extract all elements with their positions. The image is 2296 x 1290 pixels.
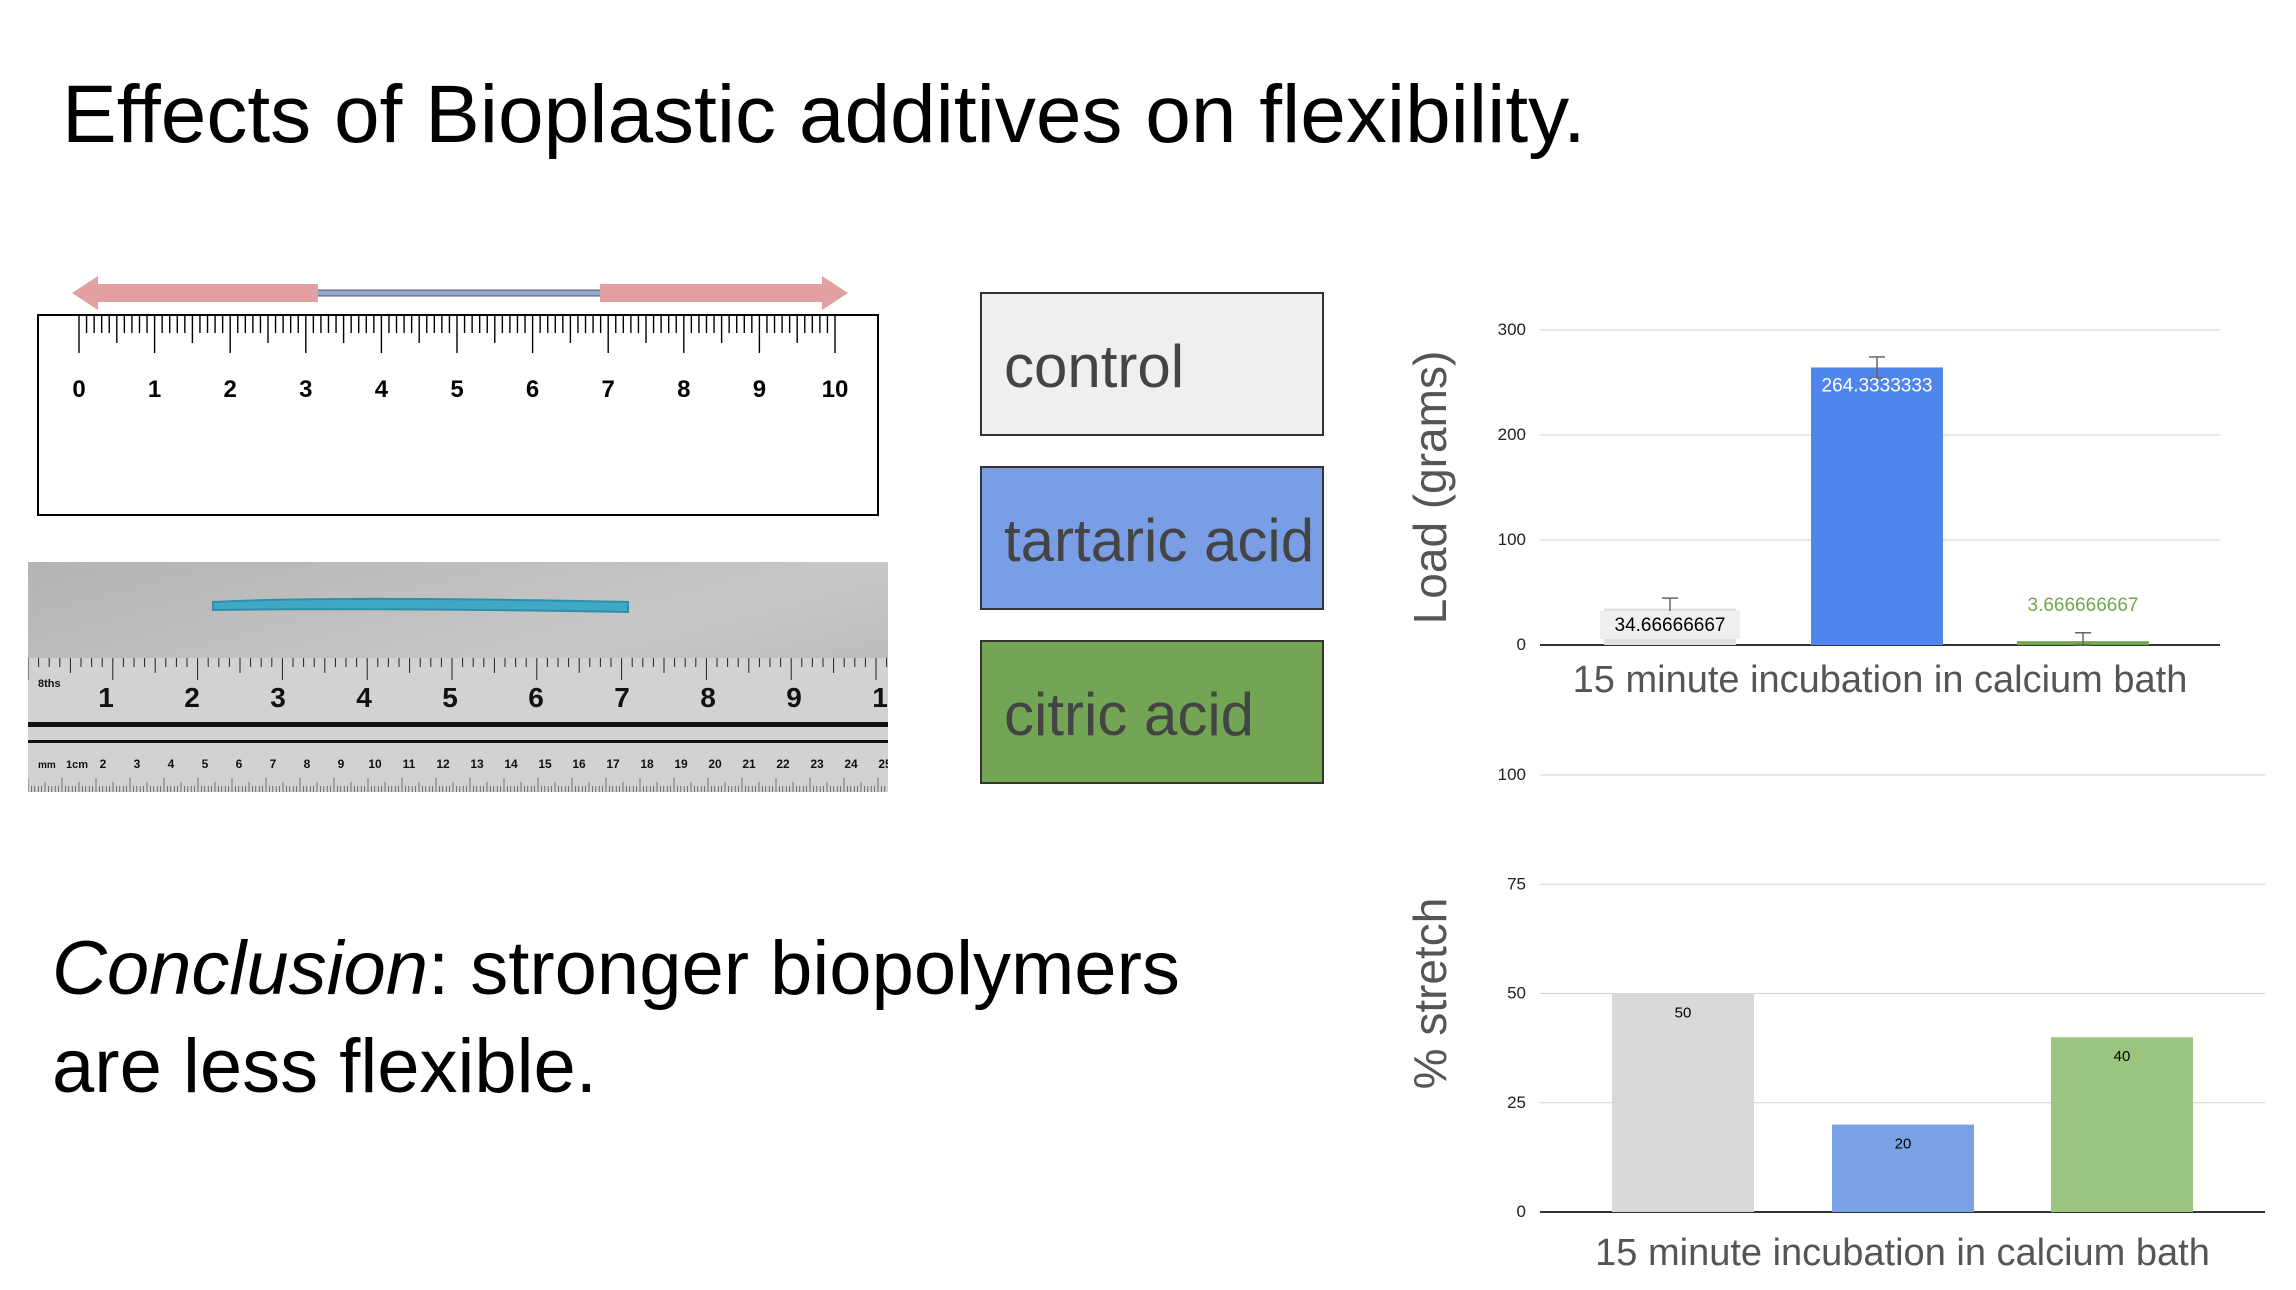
legend-control: control [980,292,1324,436]
photo-cm-label: 4 [168,757,175,771]
photo-cm-label: 3 [134,757,141,771]
bar [1612,993,1754,1212]
ruler-label: 8 [677,376,690,403]
legend-label-control: control [1004,333,1185,400]
y-tick-label: 50 [1507,984,1526,1003]
bar [1811,367,1943,645]
photo-cm-label: 22 [776,757,790,771]
legend-label-tartaric-acid: tartaric acid [1004,507,1315,574]
data-label: 40 [2114,1048,2131,1065]
photo-inch-label: 5 [442,682,458,713]
y-tick-label: 300 [1498,320,1526,339]
photo-inch-label: 6 [528,682,544,713]
ruler-label: 4 [375,376,389,403]
bioplastic-strip [212,597,629,614]
photo-cm-label: 6 [236,757,243,771]
photo-cm-label: 7 [270,757,277,771]
x-axis-label: 15 minute incubation in calcium bath [1595,1232,2210,1274]
photo-cm-label: 5 [202,757,209,771]
photo-inch-label: 8 [700,682,716,713]
photo-cm-label: 2 [100,757,107,771]
ruler-ticks [78,315,836,353]
y-tick-label: 75 [1507,874,1526,893]
cm-first-label: 1cm [66,759,88,771]
ruler-label: 1 [148,376,161,403]
photo-inch-label: 4 [356,682,372,713]
photo-cm-label: 9 [338,757,345,771]
stretch-bar-chart: 0 25 50 75 100 50 20 40 15 minute incubation in … [1404,765,2265,1274]
photo-cm-label: 16 [572,757,586,771]
y-axis-label: % stretch [1404,898,1456,1090]
y-tick-label: 0 [1517,1202,1526,1221]
ruler-label: 10 [822,376,849,403]
ruler-label: 5 [450,376,463,403]
photo-cm-label: 10 [368,757,382,771]
photo-cm-label: 25 [878,757,888,771]
y-tick-label: 200 [1498,425,1526,444]
y-tick-label: 25 [1507,1093,1526,1112]
photo-inch-label: 1 [872,682,888,713]
photo-cm-label: 20 [708,757,722,771]
legend-label-citric-acid: citric acid [1004,681,1255,748]
inch-unit-label: 8ths [38,678,61,690]
ruler-label: 0 [72,376,85,403]
bar [2051,1037,2193,1212]
photo-cm-label: 17 [606,757,620,771]
photo-inch-label: 7 [614,682,630,713]
photo-cm-label: 8 [304,757,311,771]
ruler-label: 2 [224,376,237,403]
bar [1832,1124,1974,1212]
legend-citric-acid: citric acid [980,640,1324,784]
conclusion-line-2: are less flexible. [52,1024,597,1109]
photo-cm-label: 21 [742,757,756,771]
data-label: 50 [1675,1005,1692,1022]
ruler-label: 6 [526,376,539,403]
y-axis-label: Load (grams) [1404,351,1456,625]
y-tick-label: 100 [1498,765,1526,784]
photo-cm-label: 11 [403,757,416,771]
load-bar-chart: 0 100 200 300 34.66666667 264.3333333 3.666666… [1404,320,2220,701]
conclusion-text: Conclusion: stronger biopolymers are les… [52,920,1180,1116]
ruler-label: 3 [299,376,312,403]
conclusion-label: Conclusion [52,926,428,1011]
photo-cm-label: 23 [810,757,824,771]
ruler-labels: 0 1 2 3 4 5 6 7 8 9 10 [72,376,848,403]
data-label: 3.666666667 [2028,595,2139,616]
photo-cm-label: 14 [504,757,518,771]
legend-tartaric-acid: tartaric acid [980,466,1324,610]
ruler-diagram: 0 1 2 3 4 5 6 7 8 9 10 [37,276,879,516]
ruler-label: 7 [602,376,615,403]
slide-title: Effects of Bioplastic additives on flexi… [62,69,1586,160]
photo-inch-label: 9 [786,682,802,713]
data-label: 20 [1895,1136,1912,1153]
photo-cm-label: 12 [436,757,450,771]
photo-cm-label: 15 [538,757,552,771]
cm-unit-label: mm [38,760,56,771]
photo-cm-label: 13 [470,757,484,771]
photo-inch-label: 3 [270,682,286,713]
photo-inch-label: 1 [98,682,114,713]
ruler-label: 9 [753,376,766,403]
data-label-box [1600,611,1740,639]
x-axis-label: 15 minute incubation in calcium bath [1573,659,2188,701]
photo-cm-label: 24 [844,757,858,771]
photo-cm-label: 19 [674,757,688,771]
data-label: 264.3333333 [1822,375,1933,396]
conclusion-line-1: Conclusion: stronger biopolymers [52,920,1180,1018]
conclusion-line1-text: : stronger biopolymers [428,926,1180,1011]
y-tick-label: 0 [1517,635,1526,654]
y-tick-label: 100 [1498,530,1526,549]
data-label: 34.66666667 [1615,615,1726,636]
ruler-body [37,314,879,516]
photo-cm-label: 18 [640,757,654,771]
stretch-arrow-icon [72,276,848,310]
photo-inch-label: 2 [184,682,200,713]
